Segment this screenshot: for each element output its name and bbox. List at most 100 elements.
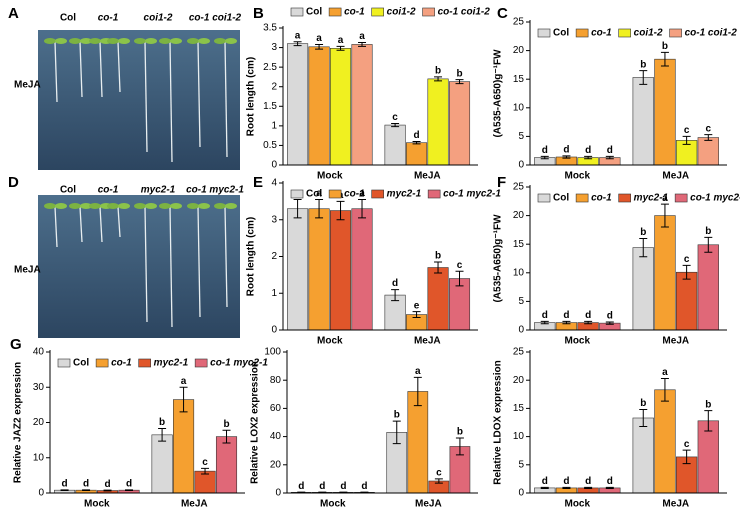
significance-letter: d (542, 145, 548, 156)
bar (632, 77, 654, 166)
y-axis-label: (A535-A650)g⁻¹FW (493, 49, 504, 138)
x-tick-label: MeJA (662, 171, 689, 182)
significance-letter: d (563, 144, 569, 155)
legend-swatch (537, 28, 551, 38)
error-bar (293, 41, 302, 47)
bar (308, 208, 330, 331)
root (224, 41, 228, 158)
error-bar (660, 378, 669, 402)
error-bar (103, 489, 112, 492)
leaf (80, 38, 92, 44)
error-bar (434, 261, 443, 274)
significance-letter: d (542, 310, 548, 321)
error-bar (179, 386, 188, 413)
legend-swatch (422, 7, 435, 17)
y-tick-label: 5 (518, 459, 524, 470)
significance-letter: a (359, 31, 365, 42)
error-bar (540, 486, 549, 489)
panel-label: A (8, 5, 19, 22)
bar (632, 417, 654, 494)
x-tick-label: Mock (564, 171, 590, 182)
significance-letter: c (436, 468, 442, 479)
photo-d (38, 195, 240, 338)
root (79, 41, 83, 98)
leaf (159, 203, 171, 209)
legend-label: co-1 myc2-1 (443, 189, 501, 200)
significance-letter: a (316, 188, 322, 199)
significance-letter: b (705, 226, 711, 237)
y-tick-label: 10 (513, 267, 525, 278)
significance-letter: a (316, 33, 322, 44)
bar (287, 208, 309, 331)
legend-label: co-1 (344, 7, 365, 18)
error-bar (682, 449, 691, 465)
bar (654, 215, 676, 331)
leaf (80, 203, 92, 209)
leaf (44, 38, 56, 44)
panel-label: B (253, 5, 264, 22)
legend-label: co-1 coi1-2 (685, 28, 738, 39)
error-bar (434, 76, 443, 82)
significance-letter: a (662, 367, 668, 378)
legend-swatch (328, 7, 342, 17)
error-bar (358, 199, 367, 219)
y-tick-label: 20 (513, 375, 525, 386)
error-bar (434, 478, 443, 484)
error-bar (82, 489, 91, 492)
leaf (107, 203, 119, 209)
significance-letter: d (607, 476, 613, 487)
error-bar (60, 489, 69, 492)
seedlings (44, 38, 237, 328)
y-tick-label: 0 (518, 325, 524, 336)
legend-swatch (138, 358, 151, 368)
legend-swatch (669, 28, 682, 38)
x-tick-label: MeJA (662, 499, 689, 510)
genotype-label: Col (60, 185, 76, 196)
legend-label: co-1 (591, 28, 612, 39)
bar (697, 420, 719, 494)
bar (406, 142, 428, 166)
legend-label: co-1 myc2-1 (690, 193, 740, 204)
leaf (118, 38, 130, 44)
y-tick-label: 0.5 (263, 140, 277, 151)
leaf (118, 203, 130, 209)
x-tick-label: MeJA (181, 499, 208, 510)
significance-letter: b (456, 68, 462, 79)
legend-label: Col (553, 28, 569, 39)
legend-swatch (618, 193, 631, 203)
legend-swatch (371, 7, 384, 17)
y-tick-label: 20 (513, 45, 525, 56)
y-tick-label: 100 (264, 347, 281, 358)
error-bar (562, 320, 571, 325)
leaf (170, 38, 182, 44)
y-tick-label: 10 (33, 452, 45, 463)
significance-letter: c (684, 125, 690, 136)
y-axis-label: Relative JAZ2 expression (13, 362, 24, 483)
y-tick-label: 15 (513, 403, 525, 414)
significance-letter: b (223, 419, 229, 430)
x-tick-label: Mock (320, 499, 346, 510)
legend-swatch (328, 189, 342, 199)
leaf (55, 38, 67, 44)
root (144, 41, 148, 153)
bar (151, 434, 173, 494)
y-tick-label: 5 (518, 296, 524, 307)
error-bar (125, 489, 134, 492)
y-tick-label: 0 (518, 160, 524, 171)
error-bar (584, 486, 593, 489)
y-tick-label: 5 (518, 131, 524, 142)
legend-swatch (575, 193, 589, 203)
legend-swatch (427, 189, 441, 199)
error-bar (605, 155, 614, 160)
significance-letter: d (563, 310, 569, 321)
leaf (55, 203, 67, 209)
error-bar (336, 45, 345, 51)
significance-letter: d (607, 145, 613, 156)
y-axis-label: Root length (cm) (246, 57, 257, 136)
significance-letter: b (640, 227, 646, 238)
legend-swatch (290, 7, 304, 17)
genotype-label: co-1 (98, 185, 119, 196)
y-tick-label: 0 (518, 488, 524, 499)
x-tick-label: MeJA (662, 336, 689, 347)
bar (173, 399, 195, 494)
